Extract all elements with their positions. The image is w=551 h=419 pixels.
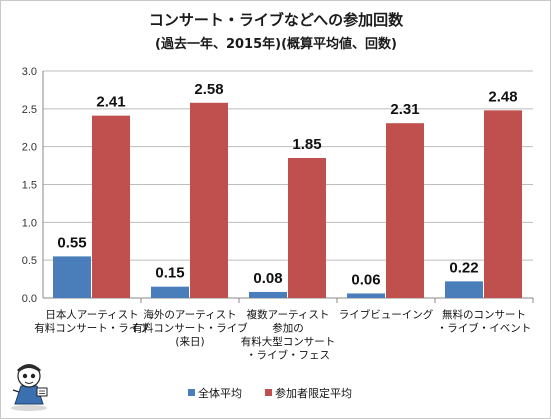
data-label: 0.08 xyxy=(253,270,282,287)
x-category-label: 参加の xyxy=(272,322,304,335)
legend-swatch-series-2 xyxy=(265,389,272,396)
x-category-label: 複数アーティスト xyxy=(247,308,330,321)
x-category-label: 有料コンサート・ライブ xyxy=(132,322,248,335)
x-category-label: ・ライブ・イベント xyxy=(437,322,532,335)
y-tick-label: 0.5 xyxy=(22,255,37,267)
data-label: 2.58 xyxy=(194,81,223,98)
bars xyxy=(53,102,522,299)
data-label: 1.85 xyxy=(292,136,321,153)
reporter-mascot-icon xyxy=(11,364,48,411)
data-label: 0.06 xyxy=(351,271,380,288)
data-label: 0.15 xyxy=(155,265,184,282)
x-category-label: (来日) xyxy=(175,336,204,348)
bar-series-1-cat-3 xyxy=(249,291,287,298)
y-tick-label: 2.0 xyxy=(22,142,37,154)
x-category-label: ・ライブ・フェス xyxy=(246,349,330,362)
y-tick-label: 2.5 xyxy=(22,104,37,116)
x-category-label: 有料大型コンサート xyxy=(241,335,336,348)
chart-subtitle: (過去一年、2015年)(概算平均値、回数) xyxy=(155,36,397,52)
chart-title: コンサート・ライブなどへの参加回数 xyxy=(149,11,404,29)
bar-series-2-cat-2 xyxy=(190,102,228,298)
bar-series-1-cat-5 xyxy=(445,281,483,298)
bar-series-1-cat-4 xyxy=(347,293,385,298)
x-category-label: 有料コンサート・ライブ xyxy=(34,322,150,335)
x-category-label: 日本人アーティスト xyxy=(45,308,138,321)
data-label: 2.48 xyxy=(488,88,517,105)
data-labels: 0.55 2.41 0.15 2.58 0.08 1.85 0.06 2.31 0.22 2.48 xyxy=(57,81,517,289)
legend-swatch-series-1 xyxy=(188,389,195,396)
y-tick-label: 1.5 xyxy=(22,180,37,192)
data-label: 2.41 xyxy=(96,94,125,111)
bar-series-2-cat-5 xyxy=(484,110,522,298)
data-label: 2.31 xyxy=(390,101,419,118)
bar-series-2-cat-1 xyxy=(92,115,130,298)
legend-label-series-2: 参加者限定平均 xyxy=(275,386,352,400)
legend: 全体平均 参加者限定平均 xyxy=(188,386,352,400)
bar-series-2-cat-3 xyxy=(288,158,326,298)
y-axis-ticks: 0.0 0.5 1.0 1.5 2.0 2.5 3.0 xyxy=(22,66,37,305)
y-tick-label: 3.0 xyxy=(22,66,37,78)
x-category-label: 海外のアーティスト xyxy=(143,308,236,321)
y-tick-label: 1.0 xyxy=(22,217,37,229)
legend-label-series-1: 全体平均 xyxy=(198,386,242,400)
bar-series-1-cat-2 xyxy=(151,286,189,298)
y-tick-label: 0.0 xyxy=(22,293,37,305)
bar-series-1-cat-1 xyxy=(53,256,91,298)
bar-series-2-cat-4 xyxy=(386,123,424,299)
x-category-label: 無料のコンサート xyxy=(442,308,526,321)
data-label: 0.22 xyxy=(449,259,478,276)
x-category-label: ライブビューイング xyxy=(339,308,434,321)
data-label: 0.55 xyxy=(57,234,86,251)
category-labels: 日本人アーティスト有料コンサート・ライブ海外のアーティスト有料コンサート・ライブ… xyxy=(34,308,531,362)
